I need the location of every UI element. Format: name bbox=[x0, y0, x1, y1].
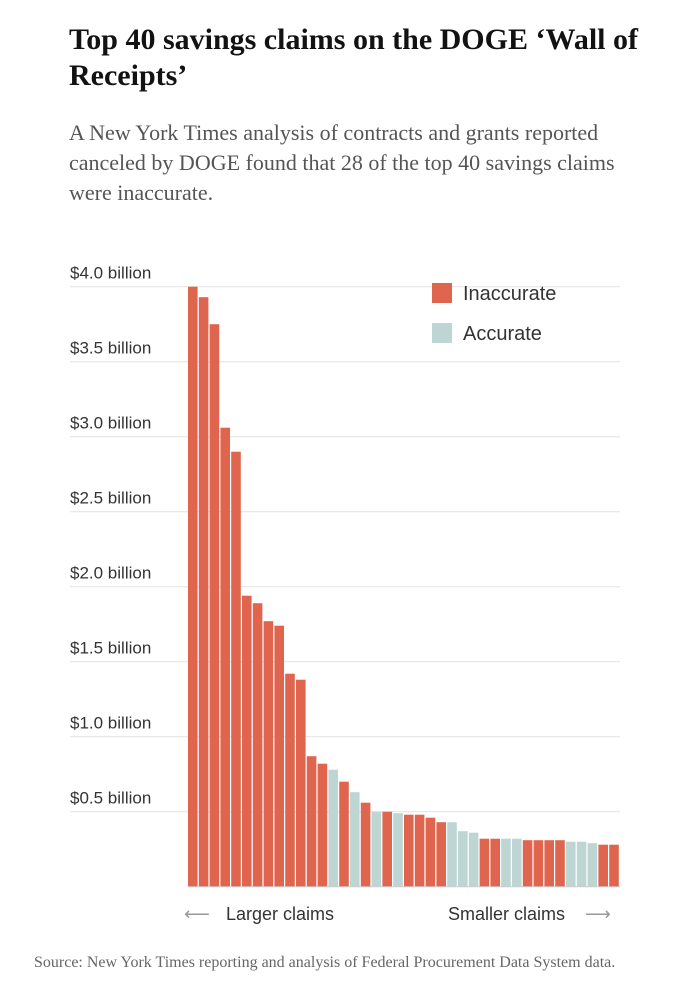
chart-title: Top 40 savings claims on the DOGE ‘Wall … bbox=[69, 23, 638, 92]
bar-accurate bbox=[458, 831, 468, 887]
y-tick-label: $0.5 billion bbox=[70, 789, 151, 808]
y-tick-label: $1.0 billion bbox=[70, 714, 151, 733]
bar-inaccurate bbox=[598, 844, 608, 887]
bar-accurate bbox=[447, 822, 457, 887]
bar-inaccurate bbox=[360, 802, 371, 887]
bar-inaccurate bbox=[490, 838, 500, 887]
y-tick-label: $2.0 billion bbox=[70, 564, 151, 583]
bar-inaccurate bbox=[479, 838, 490, 887]
legend-swatch-inaccurate bbox=[432, 283, 452, 303]
bar-inaccurate bbox=[544, 840, 554, 887]
bar-inaccurate bbox=[522, 840, 533, 887]
bar-inaccurate bbox=[533, 840, 544, 887]
bar-inaccurate bbox=[209, 324, 220, 887]
bar-inaccurate bbox=[609, 844, 619, 887]
legend-swatch-accurate bbox=[432, 323, 452, 343]
bar-inaccurate bbox=[274, 625, 284, 887]
legend-label-inaccurate: Inaccurate bbox=[463, 283, 556, 305]
bar-accurate bbox=[566, 841, 576, 887]
bar-inaccurate bbox=[198, 297, 209, 887]
y-tick-label: $1.5 billion bbox=[70, 639, 151, 658]
bar-accurate bbox=[587, 843, 598, 887]
left-arrow-icon: ⟵ bbox=[184, 904, 210, 925]
bar-inaccurate bbox=[555, 840, 565, 887]
chart-subtitle: A New York Times analysis of contracts a… bbox=[69, 120, 615, 205]
bar-inaccurate bbox=[382, 811, 392, 887]
y-tick-label: $4.0 billion bbox=[70, 264, 151, 283]
bar-inaccurate bbox=[414, 814, 425, 887]
bar-accurate bbox=[576, 841, 587, 887]
bar-inaccurate bbox=[296, 679, 306, 887]
bar-accurate bbox=[328, 769, 338, 887]
legend-label-accurate: Accurate bbox=[463, 323, 542, 345]
bar-inaccurate bbox=[306, 756, 317, 887]
larger-claims-label: Larger claims bbox=[226, 904, 334, 924]
bar-inaccurate bbox=[339, 781, 349, 887]
bar-accurate bbox=[468, 832, 479, 887]
bar-inaccurate bbox=[242, 595, 252, 887]
bar-chart: $0.5 billion $1.0 billion $1.5 billion $2.0… bbox=[70, 264, 620, 925]
bar-accurate bbox=[501, 838, 511, 887]
y-tick-label: $3.5 billion bbox=[70, 339, 151, 358]
right-arrow-icon: ⟶ bbox=[585, 904, 611, 925]
bar-inaccurate bbox=[285, 673, 295, 887]
bar-inaccurate bbox=[263, 621, 274, 887]
smaller-claims-label: Smaller claims bbox=[448, 904, 565, 924]
bar-accurate bbox=[371, 811, 382, 887]
bar-inaccurate bbox=[220, 427, 230, 887]
bar-inaccurate bbox=[317, 763, 328, 887]
bar-accurate bbox=[393, 813, 403, 887]
source-note: Source: New York Times reporting and ana… bbox=[34, 954, 616, 971]
bar-accurate bbox=[350, 792, 360, 887]
y-tick-label: $2.5 billion bbox=[70, 489, 151, 508]
bar-inaccurate bbox=[231, 451, 241, 887]
bar-inaccurate bbox=[425, 817, 436, 887]
bar-accurate bbox=[512, 838, 522, 887]
bar-inaccurate bbox=[188, 286, 198, 887]
bar-inaccurate bbox=[404, 814, 414, 887]
y-tick-label: $3.0 billion bbox=[70, 414, 151, 433]
bar-inaccurate bbox=[252, 603, 263, 887]
bar-inaccurate bbox=[436, 822, 446, 887]
